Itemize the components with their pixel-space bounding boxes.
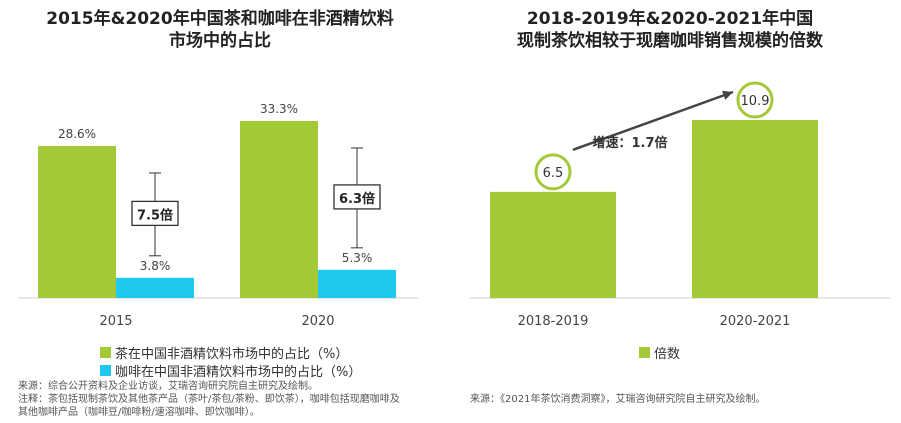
left-source: 来源：综合公开资料及企业访谈，艾瑞咨询研究院自主研究及绘制。 — [18, 381, 318, 392]
left-title-line2: 市场中的占比 — [169, 31, 271, 51]
left-bar-label-tea-2020: 33.3% — [260, 102, 298, 116]
legend-label-tea: 茶在中国非酒精饮料市场中的占比（%） — [115, 347, 349, 362]
left-title-line1: 2015年&2020年中国茶和咖啡在非酒精饮料 — [46, 9, 394, 29]
right-title-line2: 现制茶饮相较于现磨咖啡销售规模的倍数 — [517, 31, 823, 51]
left-notes: 来源：综合公开资料及企业访谈，艾瑞咨询研究院自主研究及绘制。 注释：茶包括现制茶… — [18, 380, 438, 419]
legend-swatch-tea — [100, 347, 111, 358]
left-note-line1: 注释：茶包括现制茶饮及其他茶产品（茶叶/茶包/茶粉、即饮茶），咖啡包括现磨咖啡及 — [18, 394, 400, 405]
legend-item-tea: 茶在中国非酒精饮料市场中的占比（%） — [100, 343, 348, 362]
right-growth-arrow-head — [722, 90, 733, 100]
left-bar-label-coffee-2015: 3.8% — [140, 259, 171, 273]
left-bar-label-tea-2015: 28.6% — [58, 127, 96, 141]
left-bar-tea-2020 — [240, 121, 318, 298]
right-growth-label: 增速：1.7倍 — [592, 135, 667, 151]
left-note-line2: 其他咖啡产品（咖啡豆/咖啡粉/速溶咖啡、即饮咖啡）。 — [18, 407, 260, 418]
legend-item-multiple: 倍数 — [639, 343, 680, 362]
right-source: 来源：《2021年茶饮消费洞察》，艾瑞咨询研究院自主研究及绘制。 — [470, 394, 766, 405]
left-multiplier-label-2020: 6.3倍 — [339, 191, 375, 207]
right-notes: 来源：《2021年茶饮消费洞察》，艾瑞咨询研究院自主研究及绘制。 — [470, 393, 890, 406]
left-multiplier-label-2015: 7.5倍 — [137, 207, 173, 223]
right-growth-arrow-line — [572, 90, 734, 152]
left-chart-title: 2015年&2020年中国茶和咖啡在非酒精饮料 市场中的占比 — [20, 8, 420, 52]
right-tick-label-2020-2021: 2020-2021 — [720, 314, 791, 329]
left-bar-coffee-2020 — [318, 269, 396, 298]
left-multiplier-box-2015 — [131, 200, 179, 227]
right-chart-title: 2018-2019年&2020-2021年中国 现制茶饮相较于现磨咖啡销售规模的… — [470, 8, 870, 52]
left-tick-label-2020: 2020 — [301, 314, 334, 329]
legend-label-coffee: 咖啡在中国非酒精饮料市场中的占比（%） — [115, 365, 362, 380]
legend-item-coffee: 咖啡在中国非酒精饮料市场中的占比（%） — [100, 361, 361, 380]
left-tick-label-2015: 2015 — [99, 314, 132, 329]
left-bar-tea-2015 — [38, 145, 116, 298]
legend-swatch-coffee — [100, 365, 111, 376]
right-bar-label-2018-2019: 6.5 — [543, 166, 564, 181]
left-multiplier-box-2020 — [333, 184, 381, 210]
right-title-line1: 2018-2019年&2020-2021年中国 — [526, 9, 814, 29]
right-tick-label-2018-2019: 2018-2019 — [518, 314, 589, 329]
legend-swatch-multiple — [639, 347, 650, 358]
right-value-circle-2020-2021 — [736, 81, 774, 119]
right-bar-label-2020-2021: 10.9 — [741, 94, 770, 109]
legend-label-multiple: 倍数 — [654, 347, 681, 362]
right-bar-2020-2021 — [692, 120, 818, 298]
left-bar-label-coffee-2020: 5.3% — [342, 251, 373, 265]
left-bar-coffee-2015 — [116, 277, 194, 298]
right-bar-2018-2019 — [490, 191, 616, 298]
right-value-circle-2018-2019 — [534, 153, 572, 191]
